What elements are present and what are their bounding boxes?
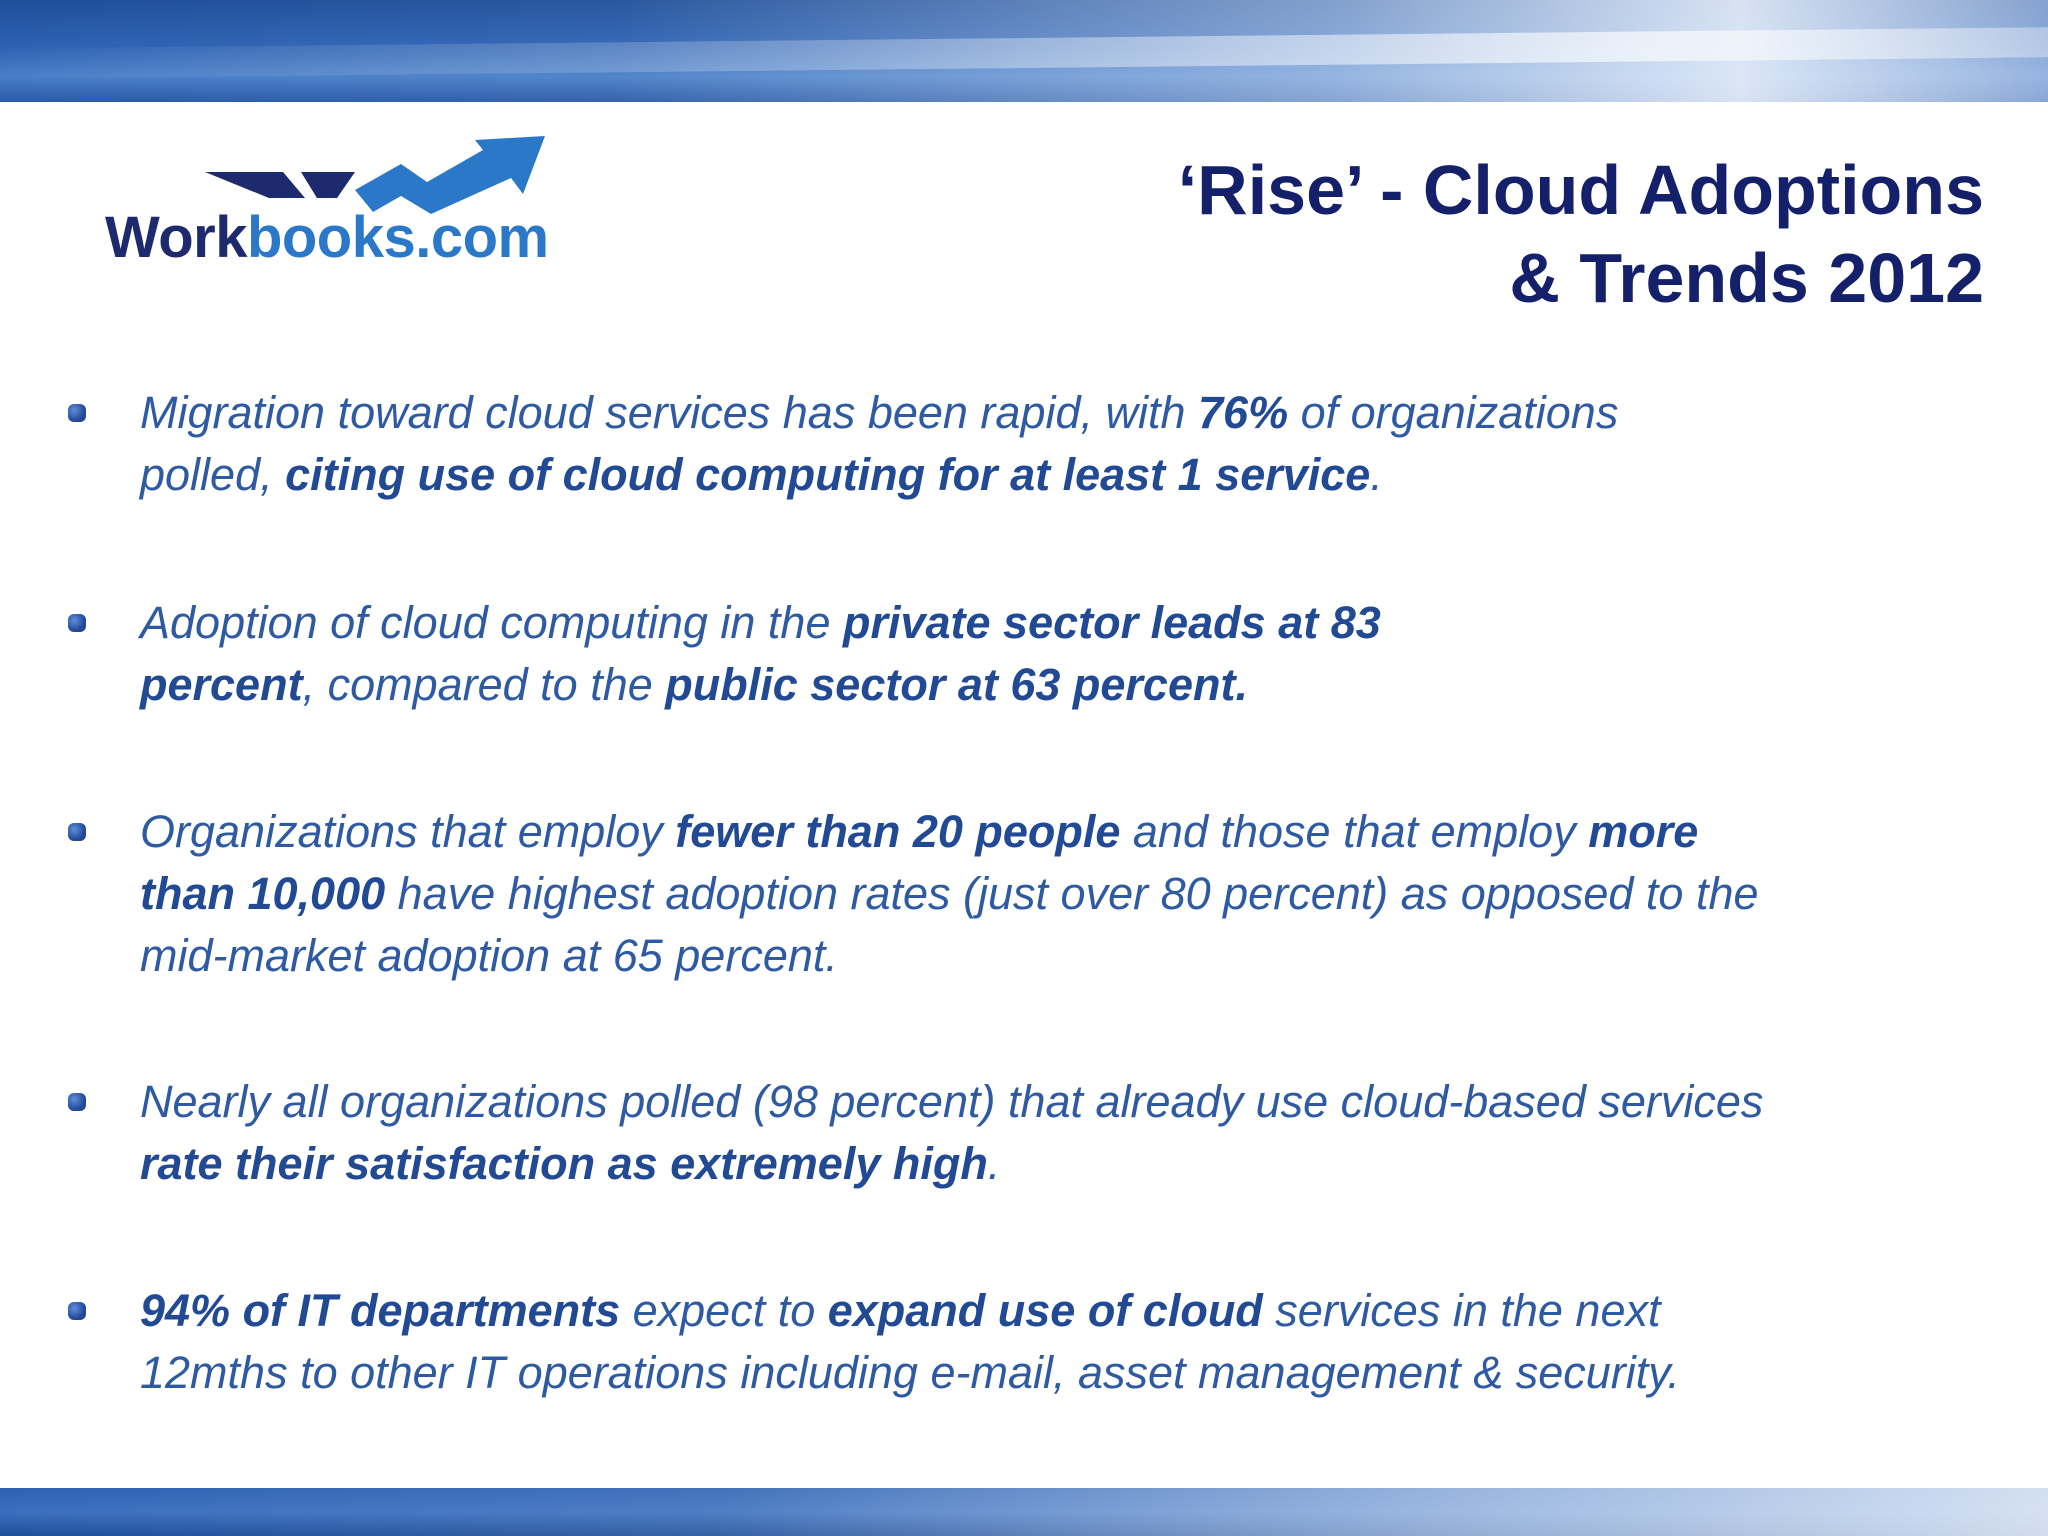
bullet-text: . bbox=[987, 1138, 1001, 1189]
bullet-emphasis-text: rate their satisfaction as extremely hig… bbox=[140, 1138, 988, 1189]
bullet-emphasis-text: citing use of cloud computing for at lea… bbox=[285, 449, 1371, 500]
bullet-dot-icon bbox=[68, 1302, 86, 1320]
bullet-item: Organizations that employ fewer than 20 … bbox=[140, 801, 2010, 987]
bullet-text: mid-market adoption at 65 percent. bbox=[140, 930, 838, 981]
logo-wordmark: Workbooks.com bbox=[105, 204, 549, 271]
bullet-text: have highest adoption rates (just over 8… bbox=[385, 868, 1759, 919]
bullet-emphasis-text: expand use of cloud bbox=[827, 1285, 1263, 1336]
bullet-emphasis-text: fewer than 20 people bbox=[675, 806, 1121, 857]
bullet-dot-icon bbox=[68, 614, 86, 632]
bottom-decorative-band bbox=[0, 1488, 2048, 1536]
bullet-emphasis-text: public sector at 63 percent. bbox=[665, 659, 1248, 710]
bullet-dot-icon bbox=[68, 1093, 86, 1111]
slide-title: ‘Rise’ - Cloud Adoptions & Trends 2012 bbox=[984, 146, 1984, 322]
slide-title-line2: & Trends 2012 bbox=[1509, 239, 1984, 317]
bullet-text: services in the next bbox=[1262, 1285, 1661, 1336]
bullet-text: Migration toward cloud services has been… bbox=[140, 387, 1199, 438]
bullet-emphasis-text: private sector leads at 83 bbox=[842, 597, 1381, 648]
logo-arrow-icon bbox=[205, 136, 545, 214]
top-decorative-band bbox=[0, 0, 2048, 102]
bullet-item: Adoption of cloud computing in the priva… bbox=[140, 592, 2010, 716]
bullet-emphasis-text: 94% of IT departments bbox=[140, 1285, 621, 1336]
bullet-emphasis-text: 76% bbox=[1198, 387, 1289, 438]
bullet-text: . bbox=[1370, 449, 1383, 500]
bullet-text: expect to bbox=[620, 1285, 828, 1336]
bullet-text: of organizations bbox=[1288, 387, 1619, 438]
logo-text-books: books.com bbox=[246, 205, 549, 270]
bullet-text: 12mths to other IT operations including … bbox=[140, 1347, 1680, 1398]
bullet-emphasis-text: than 10,000 bbox=[140, 868, 386, 919]
bullet-text: , compared to the bbox=[302, 659, 666, 710]
bullet-emphasis-text: percent bbox=[140, 659, 303, 710]
bullet-text: Nearly all organizations polled (98 perc… bbox=[140, 1076, 1764, 1127]
bullet-item: Migration toward cloud services has been… bbox=[140, 382, 2010, 506]
logo-text-work: Work bbox=[105, 205, 247, 270]
bullet-item: Nearly all organizations polled (98 perc… bbox=[140, 1071, 2010, 1195]
workbooks-logo: Workbooks.com bbox=[105, 132, 575, 272]
bullet-text: Organizations that employ bbox=[140, 806, 676, 857]
bullet-item: 94% of IT departments expect to expand u… bbox=[140, 1280, 2010, 1404]
bullet-text: polled, bbox=[140, 449, 286, 500]
bullet-text: Adoption of cloud computing in the bbox=[140, 597, 843, 648]
bullet-dot-icon bbox=[68, 404, 86, 422]
bullet-dot-icon bbox=[68, 823, 86, 841]
slide-title-line1: ‘Rise’ - Cloud Adoptions bbox=[1177, 151, 1984, 229]
bottom-band-sheen bbox=[0, 1488, 2048, 1536]
bullet-text: and those that employ bbox=[1120, 806, 1589, 857]
bullet-emphasis-text: more bbox=[1588, 806, 1699, 857]
